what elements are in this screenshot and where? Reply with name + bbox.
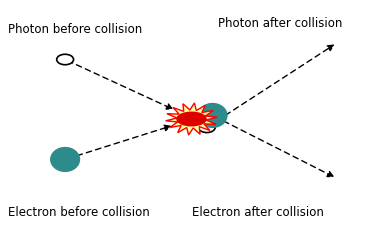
Ellipse shape	[198, 104, 227, 127]
Text: Electron before collision: Electron before collision	[8, 206, 149, 219]
Text: Electron after collision: Electron after collision	[192, 206, 323, 219]
Text: Photon before collision: Photon before collision	[8, 23, 142, 36]
Ellipse shape	[177, 112, 206, 126]
Text: Photon after collision: Photon after collision	[218, 17, 343, 30]
Circle shape	[57, 54, 74, 65]
Polygon shape	[165, 103, 218, 135]
Ellipse shape	[51, 148, 80, 171]
Circle shape	[198, 122, 215, 133]
